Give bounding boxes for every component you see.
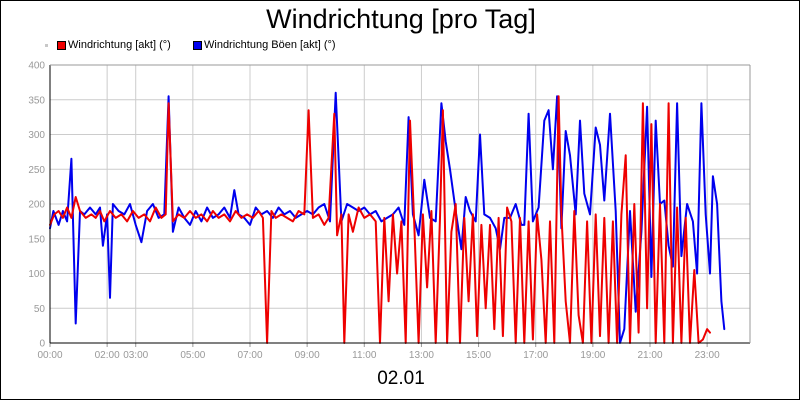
x-tick-label: 05:00 <box>180 350 205 361</box>
y-tick-label: 0 <box>39 339 45 350</box>
y-tick-label: 100 <box>28 269 45 280</box>
x-tick-label: 23:00 <box>695 350 720 361</box>
y-tick-label: 200 <box>28 200 45 211</box>
x-tick-label: 19:00 <box>580 350 605 361</box>
x-tick-label: 15:00 <box>466 350 491 361</box>
x-tick-label: 00:00 <box>37 350 62 361</box>
x-tick-label: 07:00 <box>237 350 262 361</box>
legend-marker <box>45 44 48 47</box>
x-axis-label: 02.01 <box>377 368 425 389</box>
y-tick-label: 400 <box>28 61 45 72</box>
x-tick-label: 03:00 <box>123 350 148 361</box>
y-tick-label: 300 <box>28 130 45 141</box>
chart-title: Windrichtung [pro Tag] <box>266 4 536 34</box>
x-tick-label: 21:00 <box>637 350 662 361</box>
x-tick-label: 11:00 <box>352 350 377 361</box>
series-line-windrichtung <box>49 95 711 344</box>
x-tick-label: 13:00 <box>409 350 434 361</box>
y-tick-label: 150 <box>28 234 45 245</box>
x-tick-label: 02:00 <box>95 350 120 361</box>
y-tick-label: 250 <box>28 165 45 176</box>
legend-label-windrichtung: Windrichtung [akt] (°) <box>68 39 171 51</box>
y-tick-label: 50 <box>34 304 46 315</box>
legend-swatch-blue <box>193 41 202 50</box>
x-tick-label: 09:00 <box>295 350 320 361</box>
legend-label-windrichtung-boeen: Windrichtung Böen [akt] (°) <box>204 39 336 51</box>
x-tick-label: 17:00 <box>523 350 548 361</box>
legend-swatch-red <box>57 41 66 50</box>
y-tick-label: 350 <box>28 95 45 106</box>
